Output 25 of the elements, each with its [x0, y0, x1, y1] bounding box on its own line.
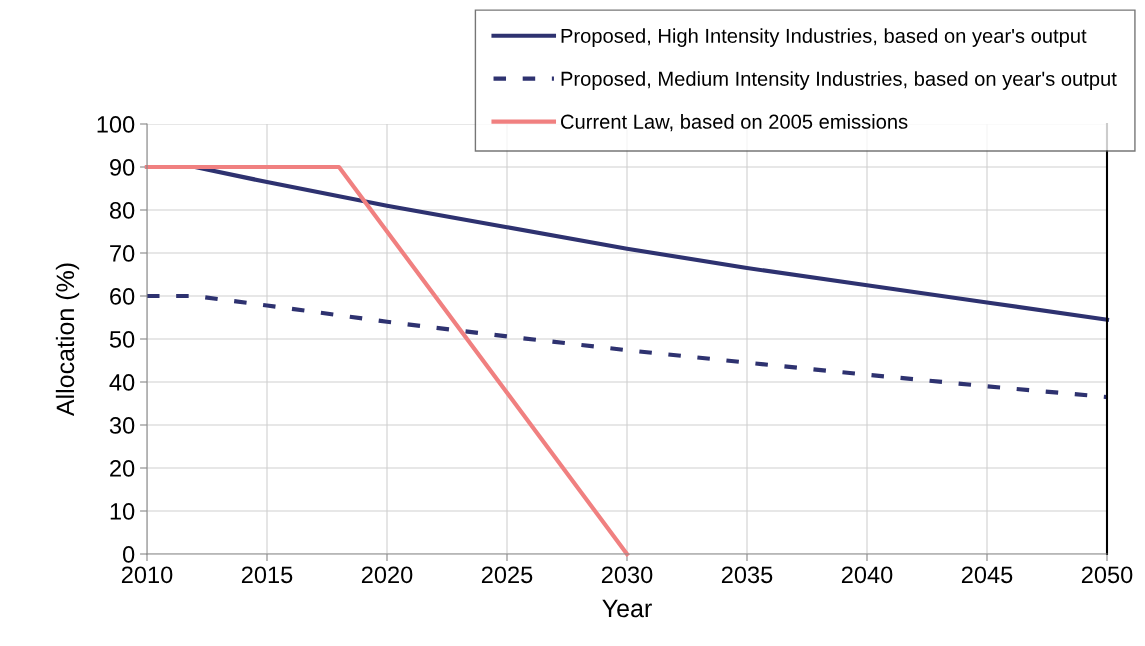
x-tick-label: 2040 [841, 566, 893, 584]
x-tick-label: 2035 [721, 566, 773, 584]
y-tick-label: 100 [97, 116, 135, 133]
x-tick-label: 2010 [121, 566, 173, 584]
y-tick-label: 40 [109, 374, 135, 391]
y-tick-label: 30 [109, 417, 135, 434]
y-tick-label: 0 [122, 546, 135, 563]
y-tick-label: 70 [110, 245, 135, 262]
y-tick-label: 90 [110, 159, 135, 176]
x-axis-title: Year [602, 599, 652, 618]
x-tick-label: 2045 [961, 566, 1013, 584]
y-tick-label: 80 [109, 202, 135, 219]
x-tick-label: 2030 [601, 566, 653, 584]
x-tick-label: 2015 [241, 566, 293, 584]
legend-label: Proposed, Medium Intensity Industries, based on year's output [561, 71, 1117, 90]
y-tick-label: 20 [110, 460, 135, 477]
y-tick-label: 50 [109, 331, 135, 348]
legend-label: Current Law, based on 2005 emissions [561, 114, 908, 132]
x-tick-label: 2050 [1081, 566, 1133, 584]
x-tick-label: 2020 [361, 566, 413, 584]
y-tick-label: 10 [110, 503, 135, 520]
y-tick-label: 60 [110, 288, 135, 305]
x-tick-label: 2025 [481, 566, 533, 584]
legend-label: Proposed, High Intensity Industries, based on year's output [561, 28, 1087, 47]
y-axis-title: Allocation (%) [55, 263, 80, 417]
